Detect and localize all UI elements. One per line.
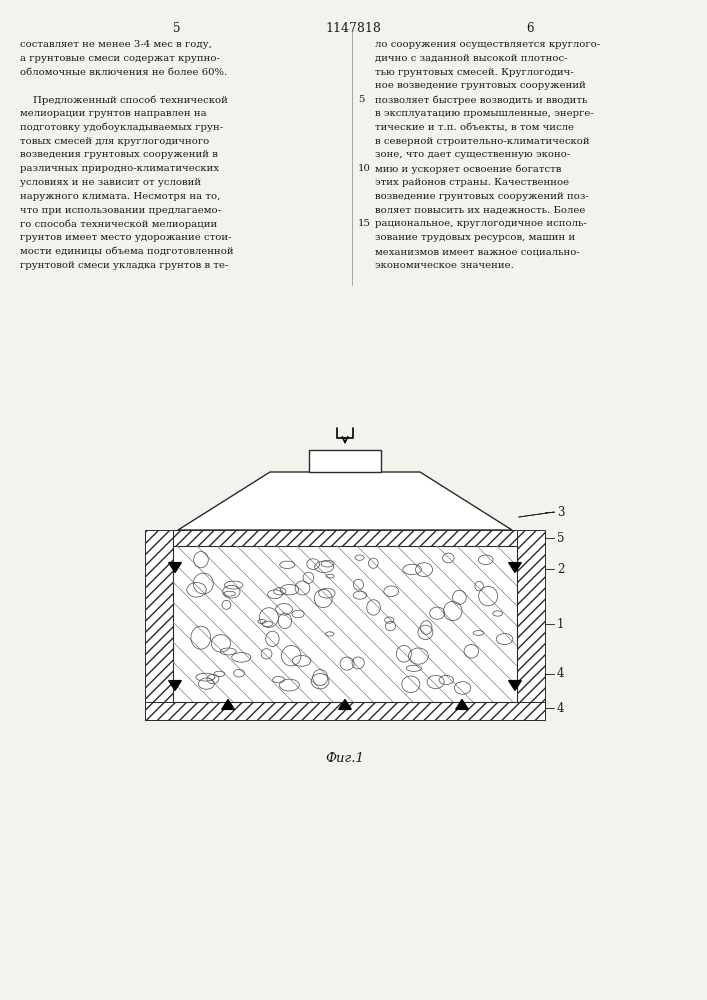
Text: мию и ускоряет освоение богатств: мию и ускоряет освоение богатств (375, 164, 561, 174)
Text: Фиг.1: Фиг.1 (325, 752, 364, 765)
Text: воляет повысить их надежность. Более: воляет повысить их надежность. Более (375, 206, 585, 215)
Text: 2: 2 (557, 563, 564, 576)
Text: 4: 4 (557, 667, 564, 680)
Text: го способа технической мелиорации: го способа технической мелиорации (20, 219, 217, 229)
Text: товых смесей для круглогодичного: товых смесей для круглогодичного (20, 137, 209, 146)
Text: в эксплуатацию промышленные, энерге-: в эксплуатацию промышленные, энерге- (375, 109, 594, 118)
Text: 5: 5 (173, 22, 181, 35)
Polygon shape (222, 700, 234, 709)
Text: Предложенный способ технической: Предложенный способ технической (20, 95, 228, 105)
Text: 4: 4 (557, 702, 564, 715)
Text: позволяет быстрее возводить и вводить: позволяет быстрее возводить и вводить (375, 95, 588, 105)
Text: 1147818: 1147818 (325, 22, 381, 35)
Text: возведения грунтовых сооружений в: возведения грунтовых сооружений в (20, 150, 218, 159)
Text: экономическое значение.: экономическое значение. (375, 261, 514, 270)
Polygon shape (169, 681, 181, 690)
Text: механизмов имеет важное социально-: механизмов имеет важное социально- (375, 247, 580, 256)
Text: зоне, что дает существенную эконо-: зоне, что дает существенную эконо- (375, 150, 571, 159)
Text: условиях и не зависит от условий: условиях и не зависит от условий (20, 178, 201, 187)
Text: 5: 5 (557, 532, 564, 544)
Text: мелиорации грунтов направлен на: мелиорации грунтов направлен на (20, 109, 206, 118)
Text: в северной строительно-климатической: в северной строительно-климатической (375, 137, 590, 146)
Text: тические и т.п. объекты, в том числе: тические и т.п. объекты, в том числе (375, 123, 574, 132)
Text: дично с заданной высокой плотнос-: дично с заданной высокой плотнос- (375, 54, 568, 63)
Text: 10: 10 (358, 164, 371, 173)
Text: подготовку удобоукладываемых грун-: подготовку удобоукладываемых грун- (20, 123, 223, 132)
Text: составляет не менее 3-4 мес в году,: составляет не менее 3-4 мес в году, (20, 40, 212, 49)
Polygon shape (169, 563, 181, 572)
Text: а грунтовые смеси содержат крупно-: а грунтовые смеси содержат крупно- (20, 54, 220, 63)
Text: что при использовании предлагаемо-: что при использовании предлагаемо- (20, 206, 221, 215)
Text: возведение грунтовых сооружений поз-: возведение грунтовых сооружений поз- (375, 192, 589, 201)
Polygon shape (339, 700, 351, 709)
Polygon shape (509, 681, 521, 690)
Bar (517, 530, 545, 720)
Bar (145, 702, 545, 720)
Text: грунтов имеет место удорожание стои-: грунтов имеет место удорожание стои- (20, 233, 231, 242)
Text: обломочные включения не более 60%.: обломочные включения не более 60%. (20, 68, 227, 77)
Text: ло сооружения осуществляется круглого-: ло сооружения осуществляется круглого- (375, 40, 600, 49)
Bar (309, 450, 381, 472)
Polygon shape (178, 472, 512, 530)
Text: 6: 6 (526, 22, 534, 35)
Text: грунтовой смеси укладка грунтов в те-: грунтовой смеси укладка грунтов в те- (20, 261, 228, 270)
Text: 1: 1 (557, 617, 564, 631)
Text: наружного климата. Несмотря на то,: наружного климата. Несмотря на то, (20, 192, 221, 201)
Polygon shape (509, 563, 521, 572)
Text: этих районов страны. Качественное: этих районов страны. Качественное (375, 178, 569, 187)
Polygon shape (456, 700, 468, 709)
Text: мости единицы объема подготовленной: мости единицы объема подготовленной (20, 247, 233, 256)
Text: зование трудовых ресурсов, машин и: зование трудовых ресурсов, машин и (375, 233, 575, 242)
Text: рациональное, круглогодичное исполь-: рациональное, круглогодичное исполь- (375, 219, 587, 228)
Bar (173, 530, 517, 546)
Text: 15: 15 (358, 219, 371, 228)
Text: ное возведение грунтовых сооружений: ное возведение грунтовых сооружений (375, 81, 586, 90)
Text: тью грунтовых смесей. Круглогодич-: тью грунтовых смесей. Круглогодич- (375, 68, 573, 77)
Text: 3: 3 (557, 506, 564, 518)
Text: 5: 5 (358, 95, 364, 104)
Bar (145, 530, 173, 720)
Text: различных природно-климатических: различных природно-климатических (20, 164, 219, 173)
Bar (173, 546, 517, 702)
